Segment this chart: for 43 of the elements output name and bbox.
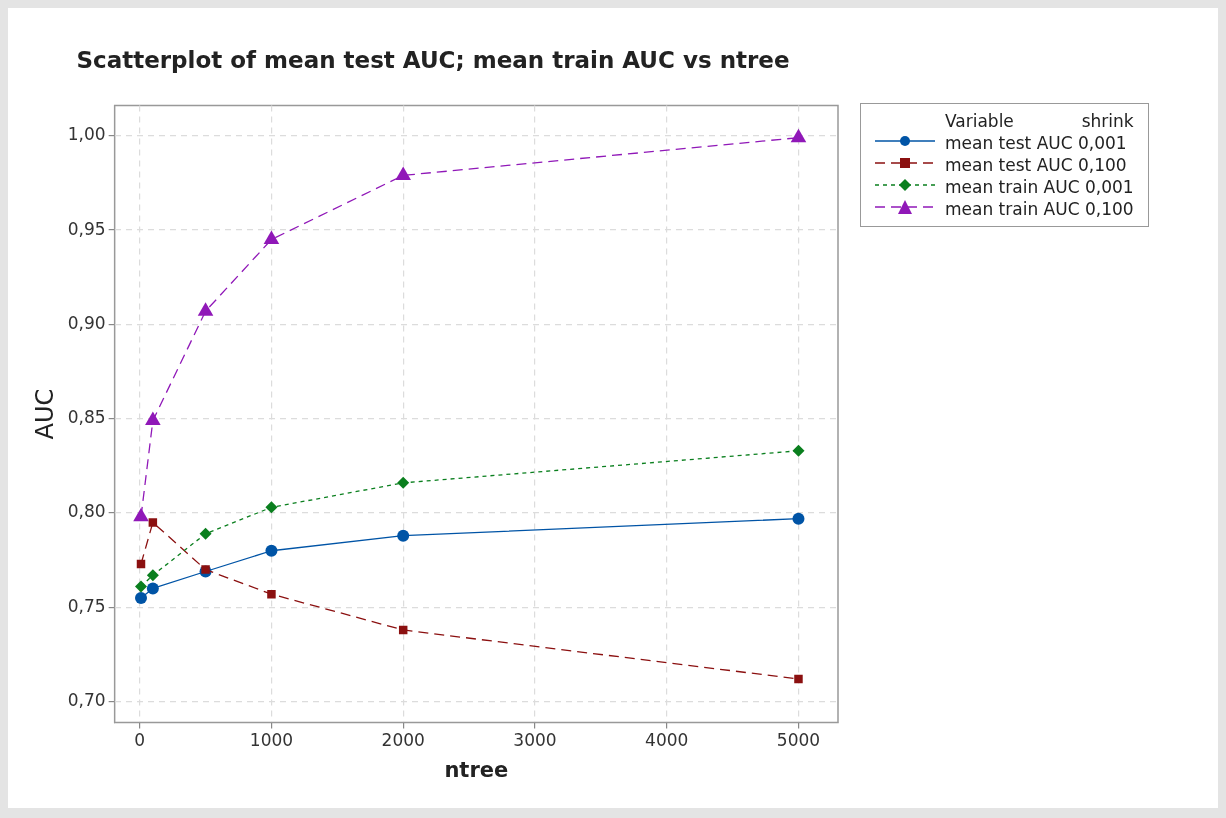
y-tick-label: 0,85 <box>67 407 106 428</box>
point <box>397 476 410 489</box>
point <box>197 302 214 316</box>
legend-label: mean train AUC 0,100 <box>944 198 1135 220</box>
y-axis-title: AUC <box>30 388 59 440</box>
point <box>792 444 805 457</box>
point <box>133 507 149 522</box>
point <box>148 518 158 527</box>
y-tick-label: 1,00 <box>67 124 106 145</box>
text: shrink <box>1080 110 1135 132</box>
point <box>265 544 278 557</box>
y-tick-label: 0,80 <box>67 501 106 522</box>
legend-label: mean test AUC 0,100 <box>944 154 1128 176</box>
x-tick-label: 3000 <box>513 730 557 751</box>
legend-label: mean test AUC 0,001 <box>944 132 1128 154</box>
x-tick-label: 2000 <box>381 730 425 751</box>
chart-title: Scatterplot of mean test AUC; mean train AUC vs ntree <box>76 46 790 73</box>
point <box>395 166 411 180</box>
y-tick-label: 0,90 <box>67 312 106 333</box>
y-tick-label: 0,70 <box>67 690 106 711</box>
point <box>794 674 803 684</box>
point <box>265 501 278 514</box>
point <box>263 230 280 245</box>
point <box>146 582 159 595</box>
y-tick-label: 0,95 <box>67 218 106 239</box>
x-axis-title: ntree <box>444 757 509 782</box>
point <box>397 529 410 542</box>
point <box>135 591 147 604</box>
point <box>199 527 212 540</box>
x-tick-label: 1000 <box>249 730 294 751</box>
point <box>146 569 159 582</box>
x-tick-label: 0 <box>134 730 146 751</box>
legend-title: Variable <box>944 110 1015 132</box>
y-tick-label: 0,75 <box>67 595 106 616</box>
point <box>790 128 807 143</box>
legend-label: mean train AUC 0,001 <box>944 176 1135 198</box>
x-tick-label: 5000 <box>776 730 821 751</box>
point <box>792 512 805 525</box>
point <box>201 565 210 574</box>
x-tick-label: 4000 <box>645 730 689 751</box>
point <box>135 580 147 593</box>
point <box>267 589 276 599</box>
point <box>145 411 161 426</box>
